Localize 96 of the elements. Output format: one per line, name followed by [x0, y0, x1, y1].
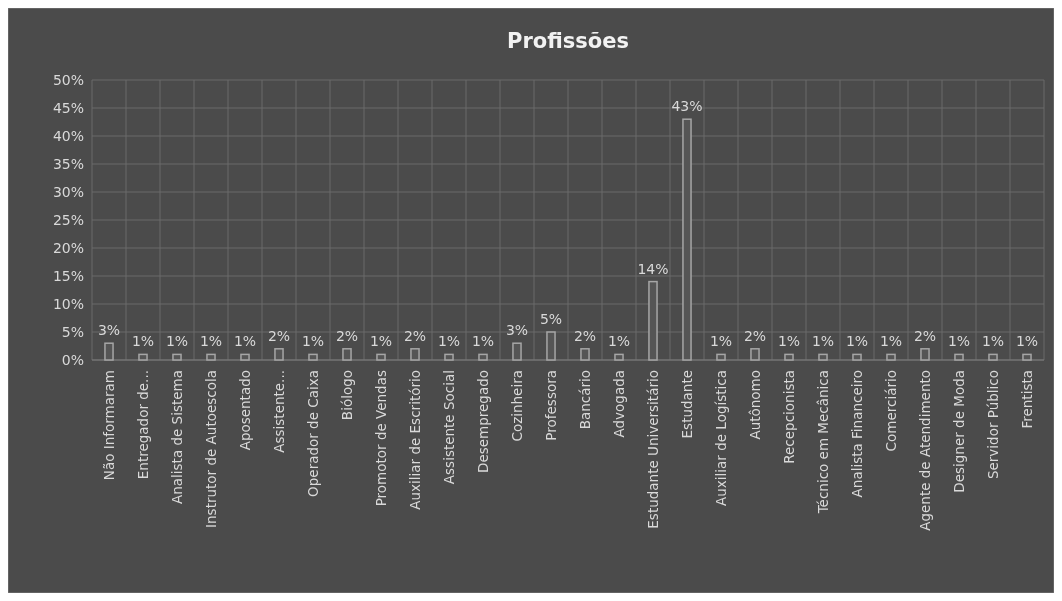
data-label: 3% [505, 322, 529, 339]
data-label: 1% [301, 333, 325, 350]
data-label: 1% [199, 333, 223, 350]
x-tick-label: Designer de Moda [950, 370, 967, 493]
data-label: 1% [1015, 333, 1039, 350]
data-label: 1% [845, 333, 869, 350]
y-tick-label: 20% [52, 239, 84, 256]
x-tick-label: Recepcionista [780, 370, 797, 464]
y-tick-label: 15% [52, 267, 84, 284]
x-tick-label: Aposentado [236, 370, 253, 451]
y-tick-label: 0% [61, 351, 84, 368]
bar [410, 348, 420, 361]
data-label: 1% [437, 333, 461, 350]
data-label: 3% [97, 322, 121, 339]
y-tick-label: 45% [52, 99, 84, 116]
data-label: 2% [573, 327, 597, 344]
chart-title: Profissões [507, 29, 629, 53]
y-tick-label: 5% [61, 323, 84, 340]
x-tick-label: Servidor Público [984, 370, 1001, 480]
data-label: 1% [607, 333, 631, 350]
bar [546, 331, 556, 361]
x-tick-label: Técnico em Mecânica [814, 370, 831, 515]
data-label: 1% [879, 333, 903, 350]
x-tick-label: Advogada [610, 370, 627, 438]
bar [274, 348, 284, 361]
bar [512, 342, 522, 361]
x-tick-label: Professora [542, 370, 559, 441]
bar [682, 118, 692, 361]
x-tick-label: Autônomo [746, 370, 763, 440]
x-tick-label: Instrutor de Autoescola [202, 370, 219, 528]
bar [240, 353, 250, 361]
x-tick-label: Analista Financeiro [848, 370, 865, 498]
x-tick-label: Operador de Caixa [304, 370, 321, 497]
bar [988, 353, 998, 361]
bar [648, 280, 658, 361]
x-tick-label: Estudante Universitário [644, 370, 661, 529]
y-tick-label: 30% [52, 183, 84, 200]
data-label: 1% [471, 333, 495, 350]
data-label: 2% [403, 327, 427, 344]
x-tick-label: Não Informaram [100, 370, 117, 481]
x-tick-label: Frentista [1018, 370, 1035, 429]
bar [478, 353, 488, 361]
x-tick-label: Agente de Atendimento [916, 370, 933, 531]
bar [138, 353, 148, 361]
bar [342, 348, 352, 361]
data-label: 2% [267, 327, 291, 344]
data-label: 1% [947, 333, 971, 350]
data-label: 43% [671, 98, 703, 115]
data-label: 1% [777, 333, 801, 350]
x-tick-label: Comerciário [882, 370, 899, 452]
x-tick-label: Cozinheira [508, 370, 525, 442]
bar [614, 353, 624, 361]
x-tick-label: Assistente Social [440, 370, 457, 485]
x-tick-label: Assistente... [270, 370, 287, 453]
y-tick-label: 40% [52, 127, 84, 144]
x-tick-label: Analista de Sistema [168, 370, 185, 504]
x-tick-label: Bancário [576, 370, 593, 430]
bar [954, 353, 964, 361]
bar [784, 353, 794, 361]
bar [206, 353, 216, 361]
data-label: 1% [165, 333, 189, 350]
bar [104, 342, 114, 361]
data-label: 1% [369, 333, 393, 350]
x-tick-label: Auxiliar de Escritório [406, 370, 423, 510]
y-tick-label: 10% [52, 295, 84, 312]
bar [376, 353, 386, 361]
data-label: 2% [335, 327, 359, 344]
data-label: 1% [131, 333, 155, 350]
bar [750, 348, 760, 361]
data-label: 1% [981, 333, 1005, 350]
x-tick-label: Estudante [678, 370, 695, 439]
bar [580, 348, 590, 361]
bar [920, 348, 930, 361]
x-tick-label: Auxiliar de Logística [712, 370, 729, 506]
data-label: 1% [709, 333, 733, 350]
bar [308, 353, 318, 361]
y-tick-label: 35% [52, 155, 84, 172]
data-label: 5% [539, 311, 563, 327]
bar [172, 353, 182, 361]
data-label: 1% [811, 333, 835, 350]
data-label: 1% [233, 333, 257, 350]
y-tick-label: 25% [52, 211, 84, 228]
bar [444, 353, 454, 361]
x-tick-label: Desempregado [474, 370, 491, 473]
bar [716, 353, 726, 361]
x-tick-label: Biólogo [338, 370, 355, 421]
bar [886, 353, 896, 361]
bar [852, 353, 862, 361]
data-label: 2% [913, 327, 937, 344]
y-tick-label: 50% [52, 71, 84, 88]
data-label: 2% [743, 327, 767, 344]
x-tick-label: Promotor de Vendas [372, 370, 389, 507]
bar [818, 353, 828, 361]
bar [1022, 353, 1032, 361]
x-tick-label: Entregador de... [134, 370, 151, 480]
data-label: 14% [637, 260, 669, 277]
